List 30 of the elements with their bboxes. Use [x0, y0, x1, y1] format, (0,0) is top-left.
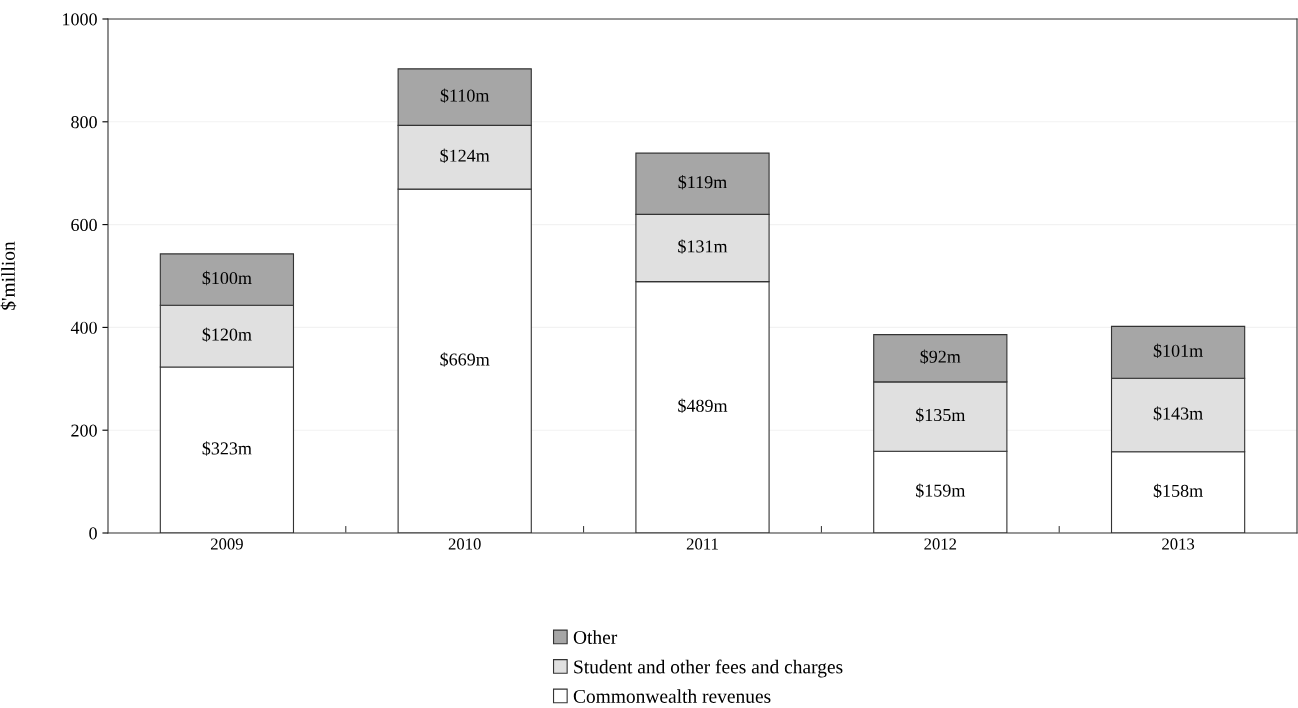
y-tick-label: 200 — [71, 424, 97, 437]
y-tick-label: 800 — [71, 116, 97, 129]
y-tick-label: 0 — [89, 527, 97, 540]
data-label: $92m — [920, 349, 961, 364]
data-label: $120m — [202, 327, 252, 342]
data-label: $131m — [678, 239, 728, 254]
data-label: $100m — [202, 270, 252, 286]
data-label: $143m — [1153, 406, 1203, 421]
legend-label: Commonwealth revenues — [573, 689, 771, 703]
data-label: $135m — [916, 407, 966, 423]
data-label: $489m — [678, 398, 728, 414]
data-label: $101m — [1153, 343, 1203, 359]
x-tick-label: 2013 — [1162, 538, 1195, 550]
data-label: $124m — [440, 148, 490, 163]
data-label: $159m — [916, 483, 966, 498]
x-tick-label: 2011 — [686, 538, 718, 550]
x-tick-label: 2009 — [210, 538, 243, 550]
data-label: $119m — [678, 175, 727, 190]
legend-label: Student and other fees and charges — [574, 659, 843, 678]
data-label: $110m — [440, 88, 490, 103]
x-tick-label: 2012 — [924, 538, 957, 550]
y-tick-label: 1000 — [63, 13, 97, 26]
data-label: $669m — [440, 352, 490, 367]
data-label: $158m — [1153, 483, 1203, 499]
legend-label: Other — [573, 630, 618, 644]
x-tick-label: 2010 — [448, 538, 481, 550]
y-tick-label: 600 — [71, 218, 97, 232]
y-axis-title: $'million — [0, 241, 17, 310]
data-label: $323m — [202, 441, 252, 456]
y-tick-label: 400 — [70, 321, 97, 334]
